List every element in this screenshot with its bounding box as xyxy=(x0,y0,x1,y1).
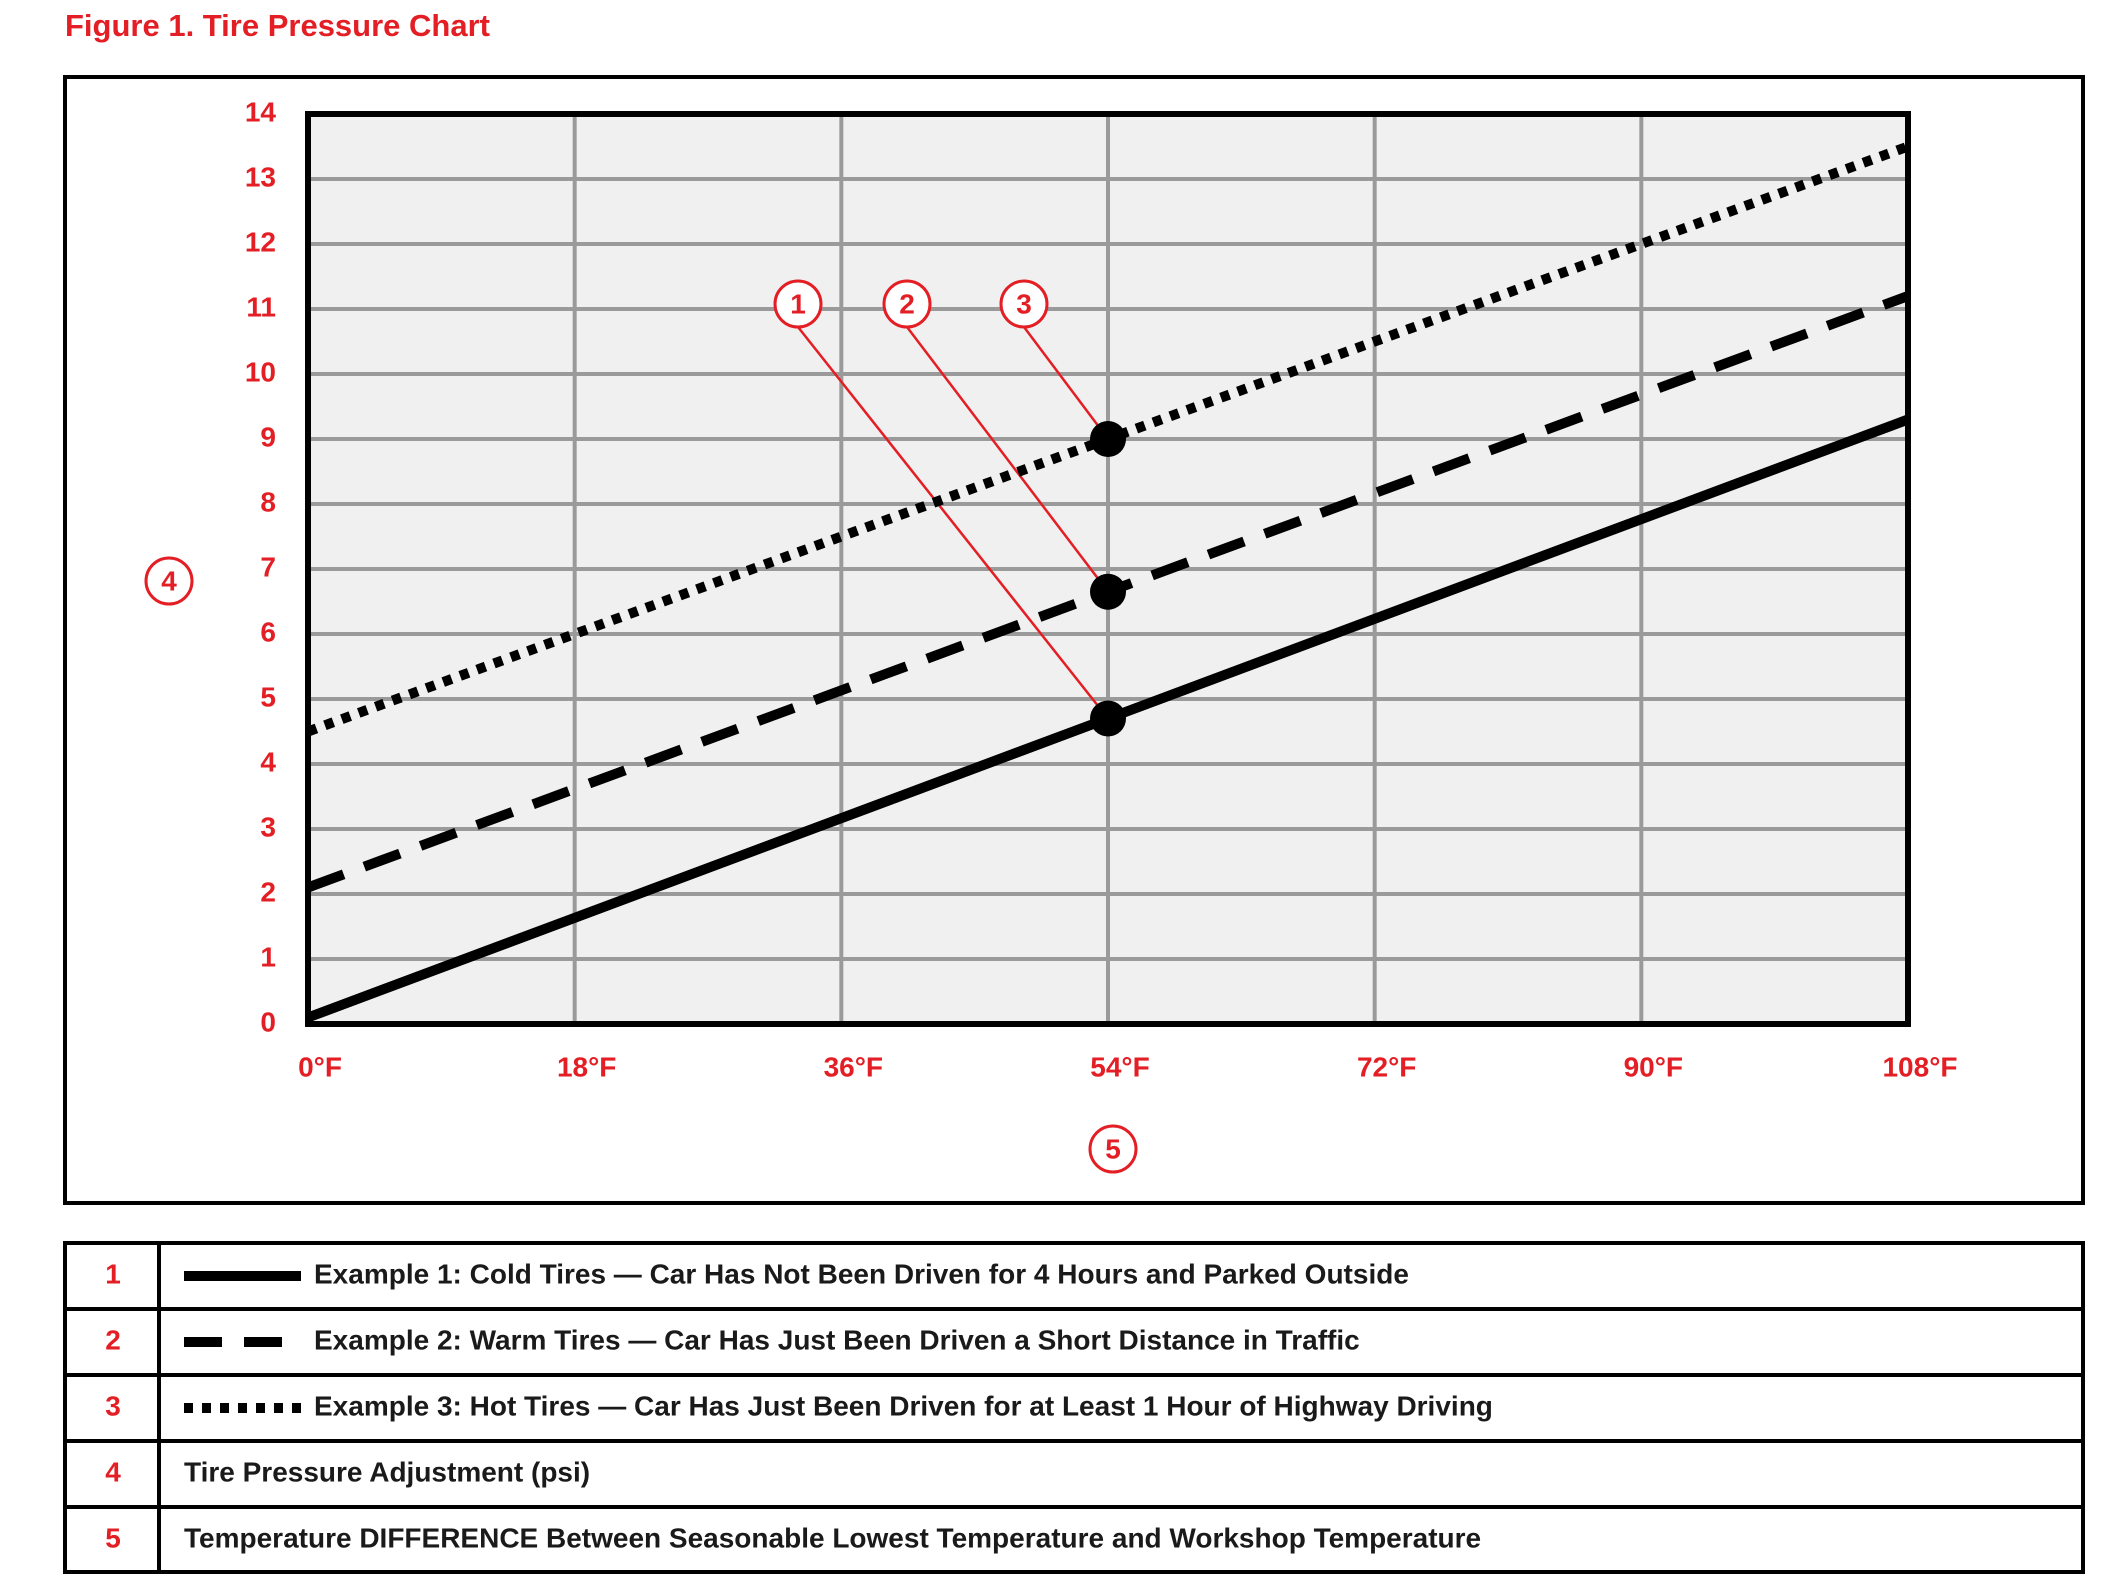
point-marker xyxy=(1090,700,1126,737)
callout-number: 2 xyxy=(899,288,915,319)
chart-title: Figure 1. Tire Pressure Chart xyxy=(65,8,490,43)
row-key: 5 xyxy=(105,1522,121,1553)
callout-circle xyxy=(773,279,823,329)
row-key: 4 xyxy=(105,1456,121,1487)
callout-leader xyxy=(906,326,1109,593)
row-key: 1 xyxy=(105,1258,121,1289)
callout-number: 1 xyxy=(790,288,806,319)
y-tick-label: 2 xyxy=(260,876,276,907)
legend-label: Example 3: Hot Tires — Car Has Just Been… xyxy=(314,1390,1493,1421)
legend-table xyxy=(63,1241,2085,1574)
callout-leader xyxy=(1023,326,1109,440)
callout-leader xyxy=(797,326,1109,720)
x-tick-label: 0°F xyxy=(298,1051,342,1082)
callout-circle xyxy=(1088,1124,1138,1174)
x-tick-label: 18°F xyxy=(557,1051,616,1082)
y-tick-label: 9 xyxy=(260,421,276,452)
x-tick-label: 54°F xyxy=(1090,1051,1149,1082)
y-tick-label: 8 xyxy=(260,486,276,517)
y-tick-label: 11 xyxy=(246,291,276,322)
callout-circle xyxy=(999,279,1049,329)
y-axis-label: Tire Pressure Adjustment (psi) xyxy=(184,1456,590,1487)
row-key: 2 xyxy=(105,1324,121,1355)
callout-circle xyxy=(882,279,932,329)
y-tick-label: 3 xyxy=(260,811,276,842)
x-tick-label: 72°F xyxy=(1357,1051,1416,1082)
y-tick-label: 5 xyxy=(260,681,276,712)
x-tick-label: 90°F xyxy=(1624,1051,1683,1082)
row-key: 3 xyxy=(105,1390,121,1421)
plot-border xyxy=(305,111,1911,1027)
point-marker xyxy=(1090,573,1126,610)
y-tick-label: 7 xyxy=(260,551,276,582)
y-tick-label: 0 xyxy=(260,1006,276,1037)
callout-number: 3 xyxy=(1016,288,1032,319)
y-tick-label: 4 xyxy=(260,746,276,777)
x-tick-label: 36°F xyxy=(824,1051,883,1082)
y-tick-label: 14 xyxy=(245,96,277,127)
legend-label: Example 1: Cold Tires — Car Has Not Been… xyxy=(314,1258,1409,1289)
y-tick-label: 1 xyxy=(260,941,276,972)
chart-frame xyxy=(63,75,2085,1205)
y-tick-label: 10 xyxy=(245,356,276,387)
y-tick-label: 6 xyxy=(260,616,276,647)
callout-number: 4 xyxy=(161,565,177,596)
y-tick-label: 13 xyxy=(245,161,276,192)
legend-label: Example 2: Warm Tires — Car Has Just Bee… xyxy=(314,1324,1360,1355)
callout-circle xyxy=(144,556,194,606)
x-axis-label: Temperature DIFFERENCE Between Seasonabl… xyxy=(184,1522,1481,1553)
callout-number: 5 xyxy=(1105,1133,1121,1164)
point-marker xyxy=(1090,421,1126,457)
y-tick-label: 12 xyxy=(245,226,276,257)
x-tick-label: 108°F xyxy=(1882,1051,1957,1082)
